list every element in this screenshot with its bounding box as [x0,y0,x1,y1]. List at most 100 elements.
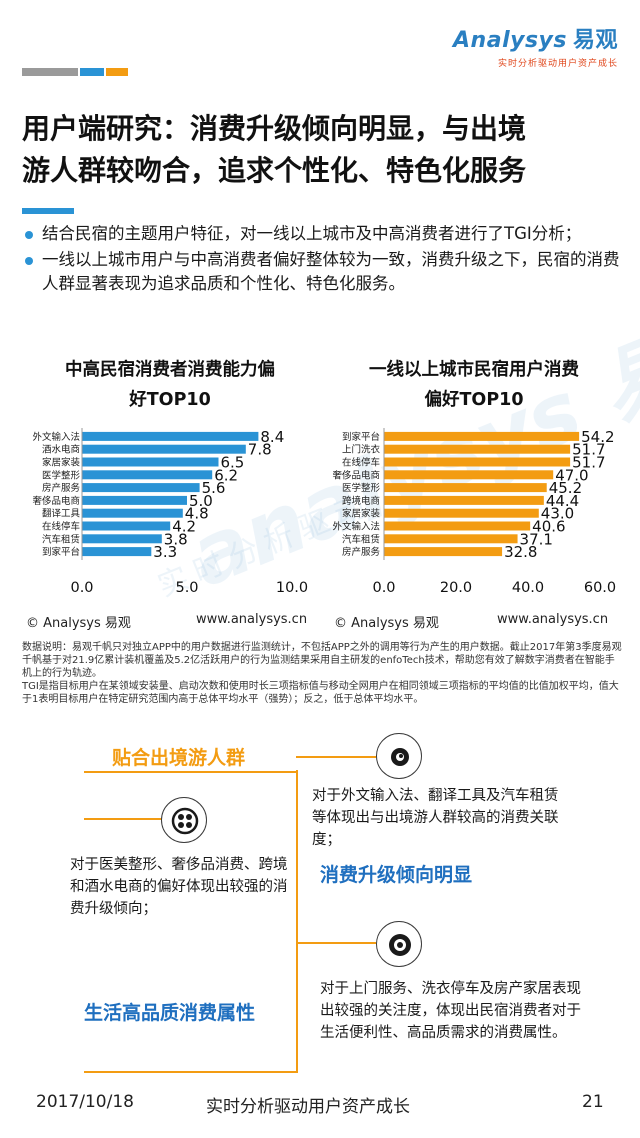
section-quality-text: 对于上门服务、洗衣停车及房产家居表现出较强的关注度，体现出民宿消费者对于生活便利… [320,981,581,1041]
chart2-value-label: 44.4 [546,492,579,510]
chart1-bar [82,431,259,441]
chart1-bar [82,444,246,454]
chart1-value-label: 6.5 [221,454,245,472]
page-title-line1: 用户端研究：消费升级倾向明显，与出境 [22,112,527,145]
logo-cn: 易观 [572,28,618,53]
chart2-bar [384,470,554,480]
chart1-value-label: 8.4 [260,428,284,446]
chart2-bar [384,457,571,467]
chart1-bar [82,534,162,544]
header-bar-blue [80,68,104,76]
chart2-tick-label: 60.0 [584,580,616,596]
chart2-category-label: 房产服务 [342,546,381,558]
circle-upgrade [161,797,207,843]
chart2-value-label: 43.0 [541,505,574,523]
chart2-tick-label: 40.0 [512,580,544,596]
chart1-value-label: 5.0 [189,492,213,510]
chart2-bar [384,508,539,518]
chart2-value-label: 40.6 [532,518,565,536]
chart1-value-label: 3.3 [153,543,177,561]
coin-icon [171,807,199,835]
section-upgrade-text: 对于医美整形、奢侈品消费、跨境和酒水电商的偏好体现出较强的消费升级倾向； [70,857,288,917]
chart1-category-label: 外文输入法 [32,431,80,443]
data-note-line1: 数据说明：易观千帆只对独立APP中的用户数据进行监测统计，不包括APP之外的调用… [22,642,622,679]
chart2-title-line2: 偏好TOP10 [424,390,524,410]
circle-outbound [376,733,422,779]
data-note: 数据说明：易观千帆只对独立APP中的用户数据进行监测统计，不包括APP之外的调用… [22,641,622,706]
connector-mid-left [84,818,168,820]
chart1-bar [82,470,213,480]
footer-date: 2017/10/18 [36,1092,134,1112]
chart2-category-label: 外文输入法 [332,521,380,533]
data-note-line2: TGI是指目标用户在某领域安装量、启动次数和使用时长三项指标值与移动全网用户在相… [22,681,619,705]
chart2-category-label: 跨境电商 [342,495,380,507]
chart1-bar [82,483,200,493]
chart2-category-label: 汽车租赁 [342,533,380,545]
chart2-value-label: 51.7 [572,441,605,459]
chart1-bar [82,457,219,467]
header-color-bar [22,68,128,76]
page-title-line2: 游人群较吻合，追求个性化、特色化服务 [22,154,527,187]
chart2-title-line1: 一线以上城市民宿用户消费 [369,360,579,380]
header-bar-orange [106,68,128,76]
chart2-bar [384,431,580,441]
analysys-logo: Analysys 易观 实时分析驱动用户资产成长 [453,22,618,69]
chart2-bar [384,444,571,454]
chart1-value-label: 4.2 [172,518,196,536]
chart2-category-label: 奢侈品电商 [332,469,380,481]
chart1-category-label: 翻译工具 [42,509,81,520]
chart1-category-label: 房产服务 [42,482,81,494]
chart2-source-right: www.analysys.cn [497,612,609,627]
chart1-value-label: 3.8 [164,530,188,548]
logo-text: Analysys [453,28,567,53]
circle-quality [376,921,422,967]
connector-mid-right [296,942,376,944]
chart2-category-label: 在线停车 [342,457,380,469]
chart2-source-left: © Analysys 易观 [334,616,439,631]
chart1-category-label: 酒水电商 [42,444,80,456]
chart1-category-label: 在线停车 [42,521,80,533]
chart1-category-label: 家居家装 [42,457,81,469]
footer-slogan: 实时分析驱动用户资产成长 [206,1097,410,1117]
chart1-category-label: 汽车租赁 [42,533,80,545]
connector-top-right [296,756,376,758]
chart2-value-label: 47.0 [555,466,588,484]
chart1-category-label: 医学整形 [42,469,81,481]
chart2-value-label: 45.2 [549,479,582,497]
chart1-bar [82,547,152,557]
chart2-title: 一线以上城市民宿用户消费 偏好TOP10 [334,355,614,415]
chart2-value-label: 37.1 [520,530,553,548]
chart2-category-label: 医学整形 [342,482,381,494]
title-underline [22,208,74,214]
target-icon [389,934,411,956]
chart1-title-line2: 好TOP10 [129,390,211,410]
section-outbound-text: 对于外文输入法、翻译工具及汽车租赁等体现出与出境游人群较高的消费关联度； [312,788,559,848]
chart1-bar [82,495,187,505]
eye-icon [391,748,409,766]
connector-top-left [84,771,298,773]
bullet-list: 结合民宿的主题用户特征，对一线以上城市及中高消费者进行了TGI分析； 一线以上城… [22,222,632,298]
bar-charts: 外文输入法 8.4 酒水电商 7.8 家居家装 6.5 医学整形 6.2 房产服务 5.6 奢侈品电… [32,428,616,596]
connector-bottom-left [84,1071,298,1073]
chart1-bar [82,521,171,531]
section-outbound-title: 贴合出境游人群 [112,747,246,769]
chart2-value-label: 32.8 [504,543,537,561]
chart2-category-label: 家居家装 [342,508,381,520]
chart1-tick-label: 10.0 [276,580,308,596]
chart2-tick-label: 0.0 [372,580,395,596]
chart1-value-label: 4.8 [185,505,209,523]
chart2-bar [384,483,547,493]
chart1-value-label: 5.6 [202,479,226,497]
chart2-category-label: 到家平台 [342,431,380,443]
chart1-title: 中高民宿消费者消费能力偏 好TOP10 [30,355,310,415]
chart1-category-label: 奢侈品电商 [32,495,80,507]
page-title: 用户端研究：消费升级倾向明显，与出境 游人群较吻合，追求个性化、特色化服务 [22,108,622,192]
section-quality-title: 生活高品质消费属性 [84,1002,256,1024]
chart1-source-right: www.analysys.cn [196,612,308,627]
bullet-item: 结合民宿的主题用户特征，对一线以上城市及中高消费者进行了TGI分析； [22,222,632,246]
chart2-value-label: 54.2 [581,428,614,446]
chart1-title-line1: 中高民宿消费者消费能力偏 [65,360,275,380]
chart1-bar [82,508,183,518]
chart1-value-label: 6.2 [214,466,238,484]
chart2-category-label: 上门洗衣 [342,444,381,456]
